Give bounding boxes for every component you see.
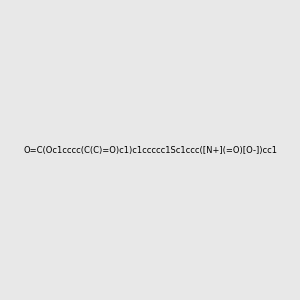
Text: O=C(Oc1cccc(C(C)=O)c1)c1ccccc1Sc1ccc([N+](=O)[O-])cc1: O=C(Oc1cccc(C(C)=O)c1)c1ccccc1Sc1ccc([N+…	[23, 146, 277, 154]
